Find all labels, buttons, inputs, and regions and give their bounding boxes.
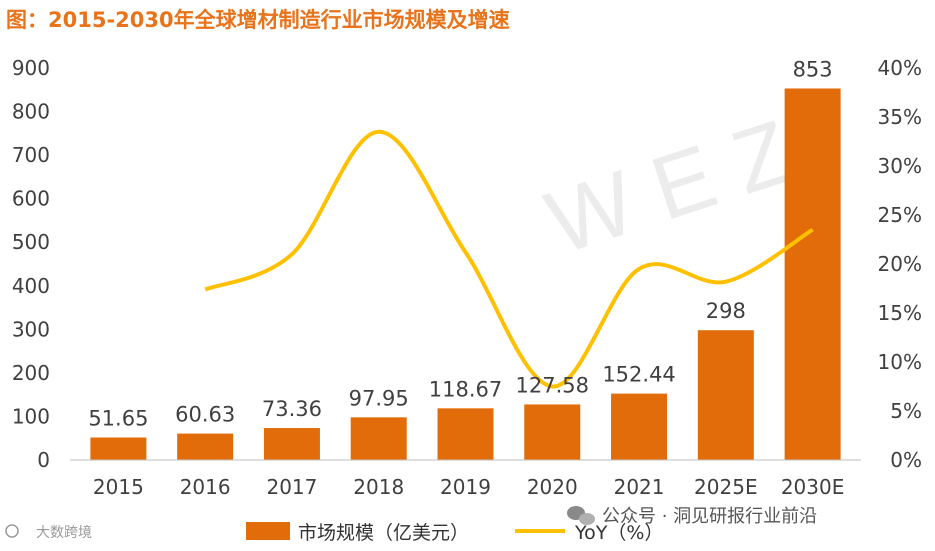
y-axis-left: 0 100 200 300 400 500 600 700 800 900 xyxy=(12,56,50,472)
corner-logo-icon xyxy=(5,524,19,538)
x-tick-label: 2019 xyxy=(440,475,491,499)
y-left-tick-label: 600 xyxy=(12,187,50,211)
x-tick-label: 2018 xyxy=(353,475,404,499)
watermark: W E Z xyxy=(535,102,804,274)
x-tick-label: 2020 xyxy=(527,475,578,499)
y-left-tick-label: 400 xyxy=(12,274,50,298)
footer-source-text: 公众号 · 洞见研报行业前沿 xyxy=(602,506,817,527)
wechat-icon xyxy=(567,506,595,525)
bar-data-label: 152.44 xyxy=(602,363,675,387)
y-left-tick-label: 0 xyxy=(37,448,50,472)
bar-data-label: 97.95 xyxy=(349,386,409,410)
x-tick-label: 2021 xyxy=(614,475,665,499)
bar-data-label: 51.65 xyxy=(88,407,148,431)
legend-label-line: YoY（%） xyxy=(574,522,663,544)
y-left-tick-label: 200 xyxy=(12,361,50,385)
y-right-tick-label: 5% xyxy=(890,399,922,423)
y-left-tick-label: 900 xyxy=(12,56,50,80)
footer-source: 公众号 · 洞见研报行业前沿 xyxy=(567,506,817,527)
legend-label-bar: 市场规模（亿美元） xyxy=(298,522,469,544)
y-right-tick-label: 0% xyxy=(890,448,922,472)
bar xyxy=(784,88,841,461)
footer-corner-text: 大数跨境 xyxy=(36,525,92,541)
y-right-tick-label: 25% xyxy=(878,203,922,227)
y-right-tick-label: 30% xyxy=(878,154,922,178)
x-tick-label: 2030E xyxy=(781,475,845,499)
legend-swatch-bar xyxy=(246,522,290,540)
bar xyxy=(611,393,668,460)
y-right-tick-label: 35% xyxy=(878,105,922,129)
bar xyxy=(263,428,320,460)
bar xyxy=(177,433,234,460)
bar-data-label: 298 xyxy=(706,299,746,323)
y-axis-right: 0% 5% 10% 15% 20% 25% 30% 35% 40% xyxy=(878,56,922,472)
bar xyxy=(350,417,407,460)
bar xyxy=(524,404,581,460)
x-axis: 2015 2016 2017 2018 2019 2020 2021 2025E 2030E xyxy=(70,459,861,499)
x-tick-label: 2025E xyxy=(694,475,758,499)
bar xyxy=(90,437,147,460)
y-left-tick-label: 500 xyxy=(12,230,50,254)
y-right-tick-label: 20% xyxy=(878,252,922,276)
bar xyxy=(437,408,494,460)
y-right-tick-label: 15% xyxy=(878,301,922,325)
y-left-tick-label: 300 xyxy=(12,317,50,341)
bar-data-label: 60.63 xyxy=(175,403,235,427)
bar-data-label: 127.58 xyxy=(516,373,589,397)
x-tick-label: 2015 xyxy=(93,475,144,499)
y-left-tick-label: 800 xyxy=(12,100,50,124)
bar-series xyxy=(90,88,841,461)
y-left-tick-label: 700 xyxy=(12,143,50,167)
x-tick-label: 2017 xyxy=(266,475,317,499)
chart-title: 图：2015-2030年全球增材制造行业市场规模及增速 xyxy=(6,8,510,32)
bar xyxy=(697,330,754,460)
bar-data-label: 853 xyxy=(793,57,833,81)
y-left-tick-label: 100 xyxy=(12,404,50,428)
y-right-tick-label: 40% xyxy=(878,56,922,80)
bar-data-labels: 51.65 60.63 73.36 97.95 118.67 127.58 152.44 29… xyxy=(88,57,832,430)
bar-data-label: 73.36 xyxy=(262,397,322,421)
bar-data-label: 118.67 xyxy=(429,377,502,401)
y-right-tick-label: 10% xyxy=(878,350,922,374)
footer-corner: 大数跨境 xyxy=(5,524,92,541)
legend: 市场规模（亿美元） YoY（%） xyxy=(246,522,663,544)
yoy-line xyxy=(204,129,814,389)
x-tick-label: 2016 xyxy=(180,475,231,499)
